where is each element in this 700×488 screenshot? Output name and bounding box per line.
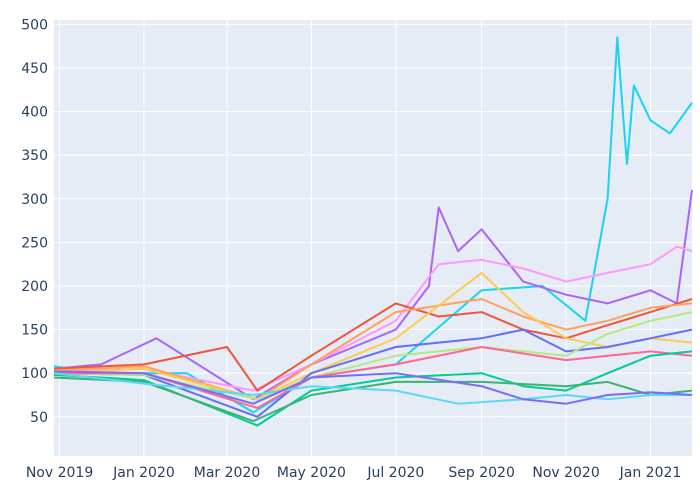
x-tick-label: Nov 2019: [26, 465, 93, 481]
x-tick-label: Jan 2021: [619, 465, 682, 481]
series-line-9: [54, 346, 693, 409]
series-line-10: [53, 350, 693, 427]
series-line-2: [53, 189, 693, 401]
series-line-4: [53, 298, 693, 392]
y-tick-label: 400: [21, 105, 48, 121]
y-tick-label: 500: [21, 17, 48, 33]
gridlines: [54, 20, 692, 456]
y-tick-label: 450: [21, 61, 48, 77]
x-tick-label: Jan 2020: [112, 465, 175, 481]
x-axis-ticks: Nov 2019 Jan 2020 Mar 2020 May 2020 Jul 2020…: [26, 465, 681, 481]
x-tick-label: May 2020: [277, 465, 346, 481]
series-line-7: [53, 328, 693, 418]
y-tick-label: 200: [21, 279, 48, 295]
x-tick-label: Nov 2020: [532, 465, 599, 481]
y-axis-ticks: 50 100 150 200 250 300 350 400 450 500: [21, 17, 48, 425]
y-tick-label: 150: [21, 323, 48, 339]
series-line-3: [53, 245, 693, 392]
y-tick-label: 100: [21, 366, 48, 382]
series-layer: [53, 36, 693, 427]
x-tick-label: Mar 2020: [194, 465, 261, 481]
plot-background: [54, 20, 692, 456]
series-line-8: [53, 311, 693, 401]
x-tick-label: Sep 2020: [448, 465, 514, 481]
y-tick-label: 50: [30, 410, 48, 426]
series-line-13: [53, 370, 693, 405]
x-tick-label: Jul 2020: [366, 465, 424, 481]
y-tick-label: 250: [21, 235, 48, 251]
series-line-11: [53, 376, 693, 423]
y-tick-label: 350: [21, 148, 48, 164]
series-line-12: [53, 372, 692, 405]
y-tick-label: 300: [21, 192, 48, 208]
